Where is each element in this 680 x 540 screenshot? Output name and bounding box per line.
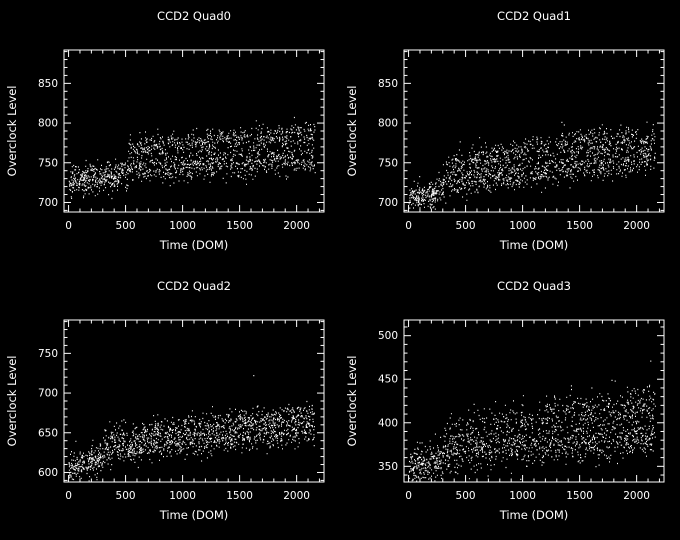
x-tick-label: 1500 [566,220,593,232]
x-tick-label: 1500 [566,490,593,502]
plot-title: CCD2 Quad1 [497,9,571,23]
y-axis-label: Overclock Level [345,356,359,447]
scatter-plot-quad0: 0 500 1000 1500 2000 700 750 800 850 CCD2 Quad0 Ti… [5,9,325,252]
plot-frame [403,319,665,483]
y-tick-label: 600 [38,467,58,479]
y-tick-label: 850 [378,78,398,90]
x-tick-label: 1500 [226,490,253,502]
y-tick-label: 700 [38,388,58,400]
x-tick-label: 2000 [623,490,650,502]
y-tick-label: 850 [38,78,58,90]
x-tick-label: 500 [456,490,476,502]
scatter-plot-quad1: 0 500 1000 1500 2000 700 750 800 850 CCD2 Quad1 Ti… [345,9,665,252]
scatter-points [68,116,316,200]
panel-quad3: 0 500 1000 1500 2000 350 400 450 500 CCD2 Quad3 Ti… [340,270,680,540]
x-axis-label: Time (DOM) [159,508,229,522]
x-tick-label: 1000 [169,220,196,232]
y-tick-label: 500 [378,330,398,342]
y-tick-label: 650 [38,427,58,439]
x-tick-label: 500 [116,490,136,502]
x-tick-label: 2000 [623,220,650,232]
scatter-points [68,375,315,482]
y-tick-label: 800 [378,118,398,130]
y-axis-label: Overclock Level [5,356,19,447]
scatter-plot-quad2: 0 500 1000 1500 2000 600 650 700 750 CCD2 Quad2 Ti… [5,279,325,522]
x-tick-label: 0 [405,490,412,502]
x-tick-label: 0 [405,220,412,232]
y-tick-label: 350 [378,461,398,473]
y-tick-label: 450 [378,374,398,386]
plot-frame [63,49,325,213]
panel-quad1: 0 500 1000 1500 2000 700 750 800 850 CCD2 Quad1 Ti… [340,0,680,270]
x-tick-label: 1000 [169,490,196,502]
x-axis-label: Time (DOM) [159,238,229,252]
x-tick-label: 1000 [509,220,536,232]
y-tick-label: 400 [378,417,398,429]
y-axis-label: Overclock Level [5,86,19,177]
plot-title: CCD2 Quad0 [157,9,231,23]
y-tick-label: 700 [38,197,58,209]
x-axis-label: Time (DOM) [499,238,569,252]
panel-quad0: 0 500 1000 1500 2000 700 750 800 850 CCD2 Quad0 Ti… [0,0,340,270]
x-tick-label: 0 [65,490,72,502]
plot-title: CCD2 Quad2 [157,279,231,293]
scatter-points [408,360,656,482]
plot-title: CCD2 Quad3 [497,279,571,293]
y-tick-label: 800 [38,118,58,130]
y-tick-label: 750 [38,348,58,360]
scatter-plot-quad3: 0 500 1000 1500 2000 350 400 450 500 CCD2 Quad3 Ti… [345,279,665,522]
y-tick-label: 750 [378,157,398,169]
plot-frame [403,49,665,213]
y-tick-label: 750 [38,157,58,169]
x-axis-label: Time (DOM) [499,508,569,522]
x-tick-label: 500 [456,220,476,232]
scatter-points [408,121,656,210]
x-tick-label: 0 [65,220,72,232]
x-tick-label: 1500 [226,220,253,232]
x-tick-label: 2000 [283,490,310,502]
x-tick-label: 500 [116,220,136,232]
x-tick-label: 2000 [283,220,310,232]
y-tick-label: 700 [378,197,398,209]
y-axis-label: Overclock Level [345,86,359,177]
panel-quad2: 0 500 1000 1500 2000 600 650 700 750 CCD2 Quad2 Ti… [0,270,340,540]
x-tick-label: 1000 [509,490,536,502]
